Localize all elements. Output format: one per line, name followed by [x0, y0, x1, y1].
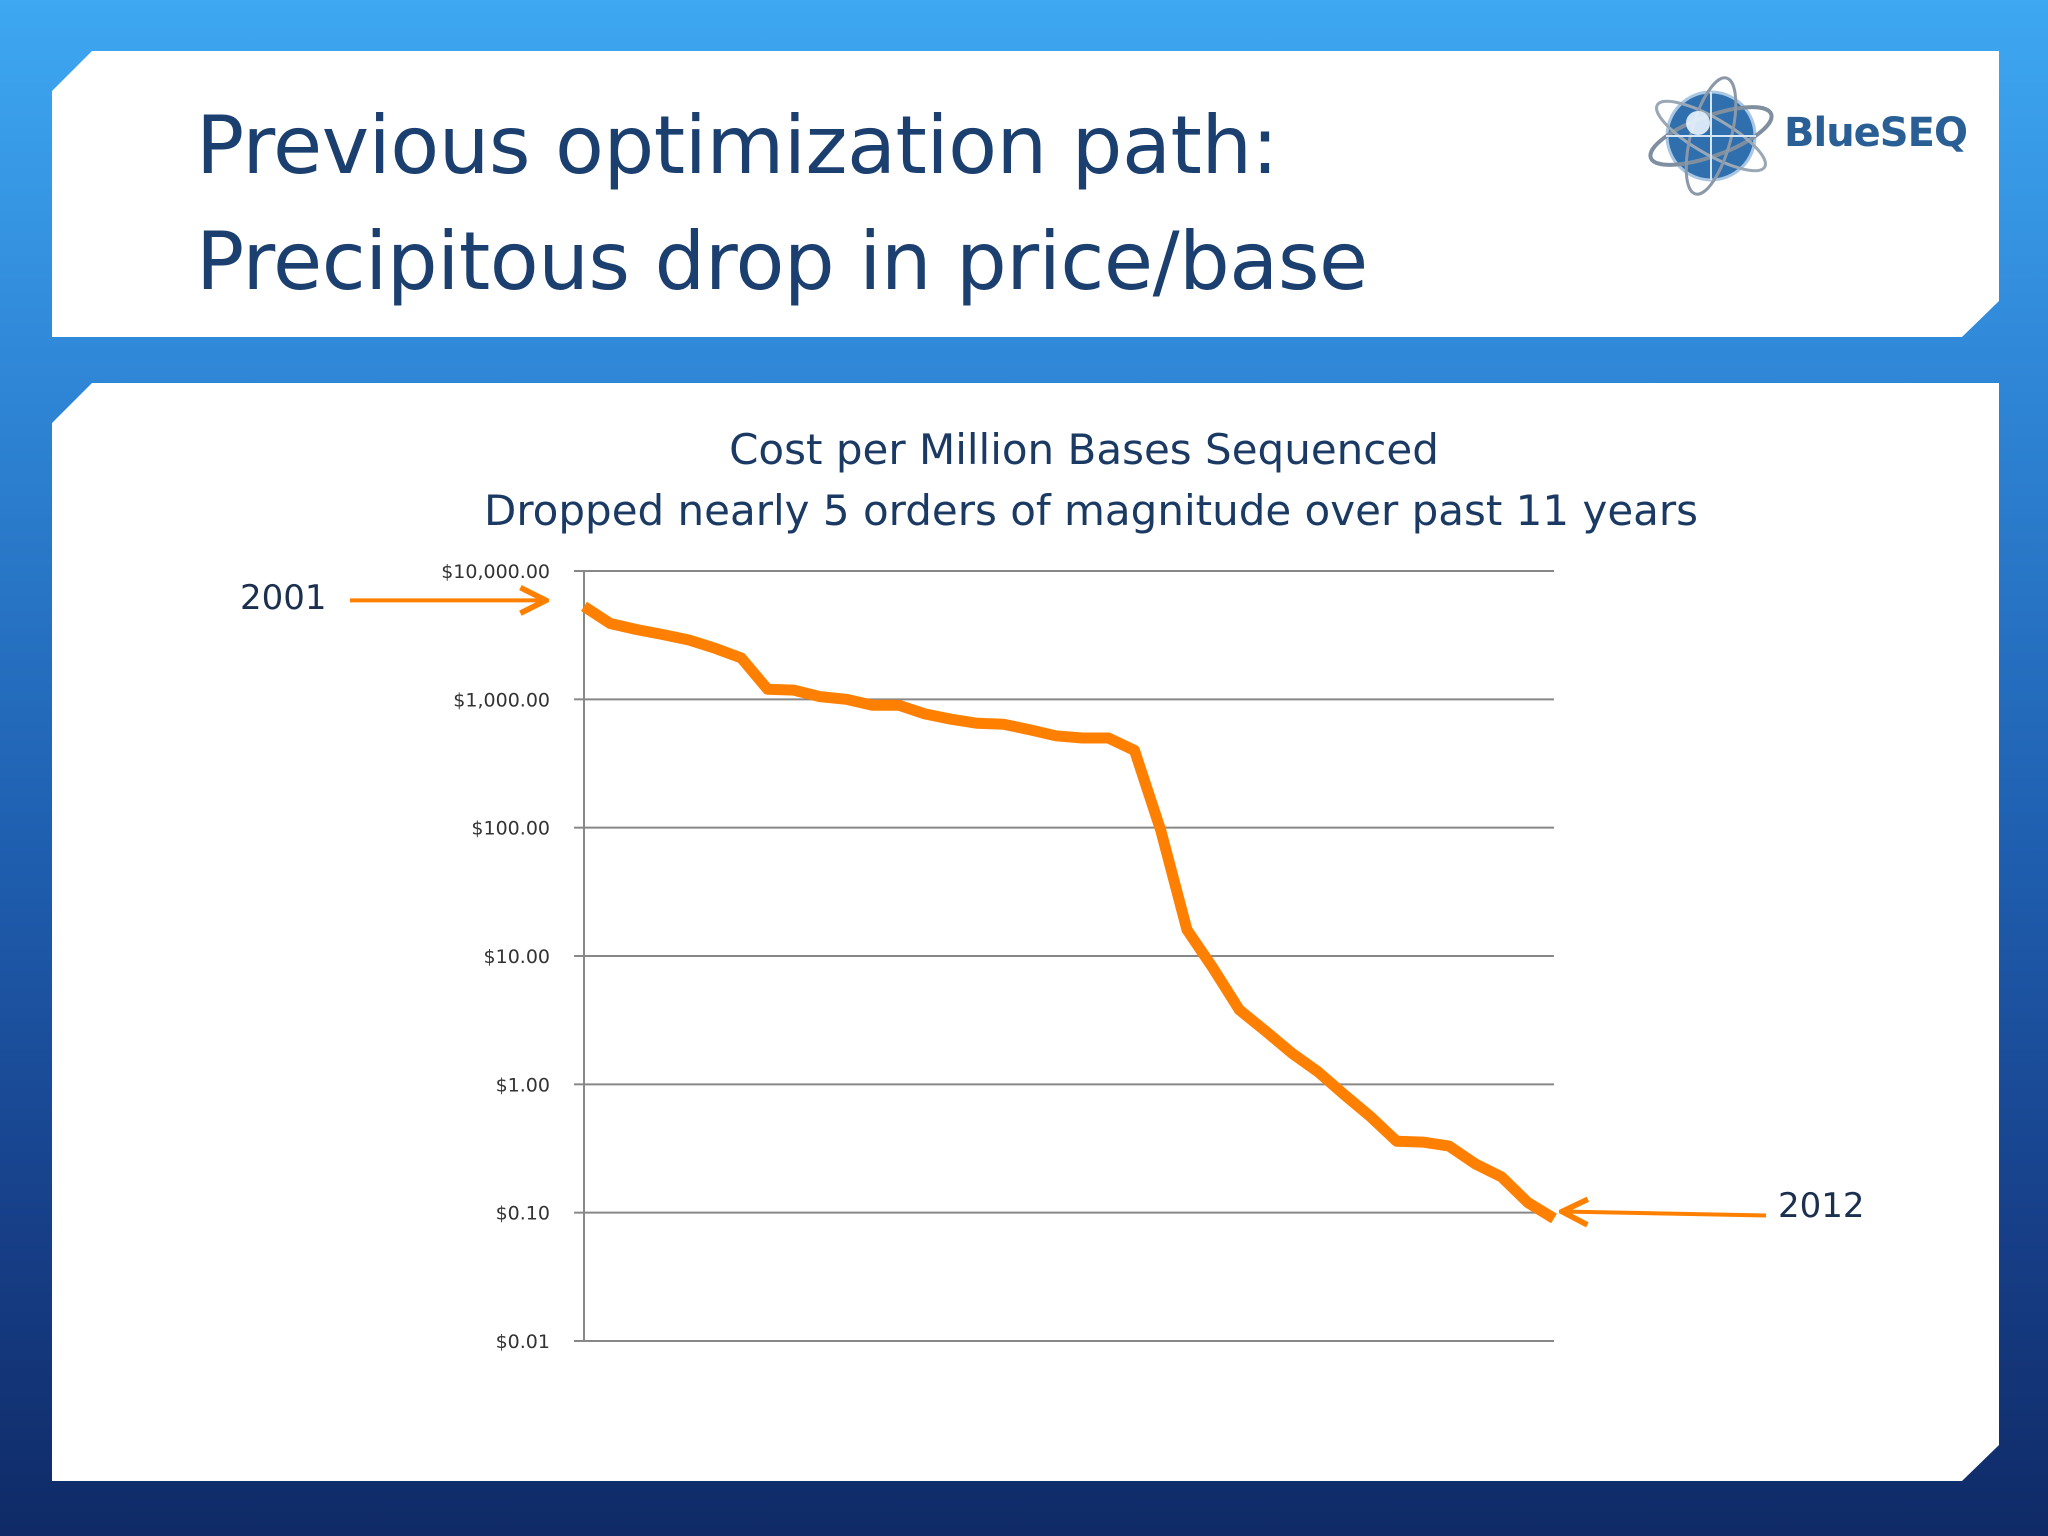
- y-tick-label: $1.00: [496, 1074, 550, 1096]
- y-tick-label: $100.00: [471, 818, 550, 840]
- y-tick-label: $10.00: [484, 946, 550, 968]
- logo-text: BlueSEQ: [1784, 110, 1968, 156]
- annotation-label-2001: 2001: [240, 578, 327, 618]
- content-panel: [52, 383, 1999, 1481]
- y-tick-label: $1,000.00: [453, 689, 550, 711]
- y-tick-label: $10,000.00: [441, 561, 550, 583]
- slide-title: Previous optimization path: Precipitous …: [196, 88, 1368, 320]
- series-line-cost: [580, 601, 1557, 1224]
- slide-title-line-2: Precipitous drop in price/base: [196, 215, 1368, 308]
- y-tick-label: $0.10: [496, 1203, 550, 1225]
- chart-title: Cost per Million Bases Sequenced: [729, 425, 1439, 474]
- title-panel: [52, 51, 1999, 337]
- slide-title-line-1: Previous optimization path:: [196, 99, 1279, 192]
- y-tick-label: $0.01: [496, 1331, 550, 1353]
- globe-icon: [1648, 76, 1774, 196]
- annotation-label-2012: 2012: [1778, 1186, 1865, 1226]
- chart-subtitle: Dropped nearly 5 orders of magnitude ove…: [484, 486, 1699, 535]
- arrow-2012: [1562, 1212, 1767, 1216]
- blueseq-logo: [1648, 76, 1774, 196]
